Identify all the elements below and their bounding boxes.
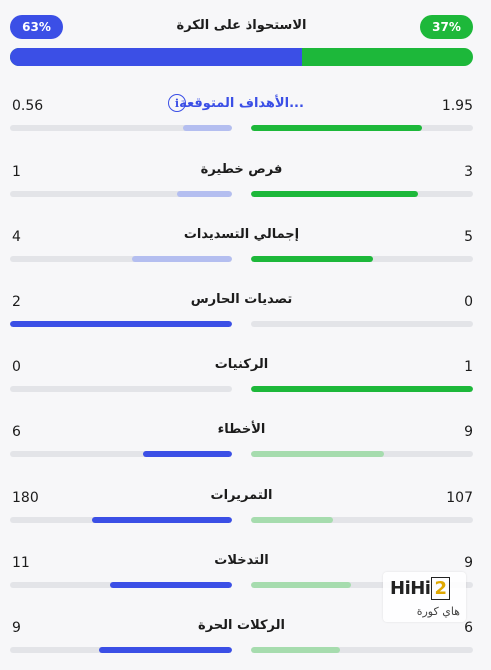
home-bar-fill xyxy=(251,451,385,457)
away-value: 4 xyxy=(12,229,21,245)
away-bar-fill xyxy=(98,647,232,653)
stat-row: 11 التدخلات 9 xyxy=(10,553,473,605)
away-bar-track xyxy=(10,386,232,392)
away-bar-track xyxy=(10,321,232,327)
home-value: 9 xyxy=(464,555,473,571)
watermark-brand: HiHi 2 xyxy=(390,577,450,600)
home-bar-fill xyxy=(251,256,374,262)
away-bar-fill xyxy=(143,451,232,457)
away-value: 11 xyxy=(12,555,30,571)
home-value: 9 xyxy=(464,424,473,440)
home-bar-fill xyxy=(251,517,334,523)
stat-label: فرص خطيرة xyxy=(200,162,283,177)
stat-row: 180 التمريرات 107 xyxy=(10,488,473,540)
away-bar-fill xyxy=(176,191,232,197)
home-bar-track xyxy=(251,647,473,653)
stat-row: 0 الركنيات 1 xyxy=(10,357,473,409)
away-bar-track xyxy=(10,582,232,588)
home-bar-track xyxy=(251,582,473,588)
stat-row: 0.56 الأهداف المتوقعة... 1.95 i xyxy=(10,94,473,148)
home-value: 1.95 xyxy=(441,98,473,114)
home-bar-track xyxy=(251,256,473,262)
info-icon[interactable]: i xyxy=(168,94,186,112)
home-bar-fill xyxy=(251,191,418,197)
away-bar-track xyxy=(10,517,232,523)
away-possession-fill xyxy=(10,48,302,66)
away-value: 0 xyxy=(12,359,21,375)
away-bar-track xyxy=(10,451,232,457)
stat-label: الركلات الحرة xyxy=(198,618,285,633)
home-value: 107 xyxy=(446,490,473,506)
away-value: 180 xyxy=(12,490,39,506)
home-bar-track xyxy=(251,451,473,457)
stat-label: الأخطاء xyxy=(217,422,266,437)
away-value: 0.56 xyxy=(12,98,44,114)
home-bar-track xyxy=(251,125,473,131)
home-bar-fill xyxy=(251,582,351,588)
away-possession-badge: 63% xyxy=(10,15,63,39)
stat-label: التمريرات xyxy=(210,488,273,503)
home-value: 1 xyxy=(464,359,473,375)
stat-label: التدخلات xyxy=(214,553,269,568)
home-value: 3 xyxy=(464,164,473,180)
stat-label: الركنيات xyxy=(214,357,269,372)
away-bar-fill xyxy=(183,125,232,131)
possession-bar xyxy=(10,48,473,66)
away-value: 9 xyxy=(12,620,21,636)
stat-row: 4 إجمالي التسديدات 5 xyxy=(10,227,473,279)
home-bar-fill xyxy=(251,386,473,392)
home-value: 5 xyxy=(464,229,473,245)
home-bar-fill xyxy=(251,647,340,653)
away-bar-track xyxy=(10,647,232,653)
home-bar-track xyxy=(251,191,473,197)
away-bar-track xyxy=(10,125,232,131)
away-bar-fill xyxy=(92,517,232,523)
possession-title: الاستحواذ على الكرة xyxy=(176,18,307,33)
stat-row: 6 الأخطاء 9 xyxy=(10,422,473,474)
away-bar-track xyxy=(10,256,232,262)
home-value: 6 xyxy=(464,620,473,636)
away-bar-fill xyxy=(10,321,232,327)
home-bar-track xyxy=(251,386,473,392)
stat-label[interactable]: الأهداف المتوقعة... xyxy=(179,96,304,111)
stat-row: 1 فرص خطيرة 3 xyxy=(10,162,473,214)
home-bar-fill xyxy=(251,125,422,131)
away-value: 2 xyxy=(12,294,21,310)
possession-section: 63% الاستحواذ على الكرة 37% xyxy=(10,0,473,70)
watermark-logo: HiHi 2 هاي كورة xyxy=(383,572,466,622)
stat-row: 9 الركلات الحرة 6 xyxy=(10,618,473,670)
stat-row: 2 تصديات الحارس 0 xyxy=(10,292,473,344)
away-value: 6 xyxy=(12,424,21,440)
home-bar-track xyxy=(251,321,473,327)
stat-label: إجمالي التسديدات xyxy=(183,227,300,242)
away-value: 1 xyxy=(12,164,21,180)
away-bar-track xyxy=(10,191,232,197)
watermark-subtitle: هاي كورة xyxy=(416,605,460,618)
away-bar-fill xyxy=(132,256,232,262)
home-possession-badge: 37% xyxy=(420,15,473,39)
stat-label: تصديات الحارس xyxy=(190,292,293,307)
home-value: 0 xyxy=(464,294,473,310)
away-bar-fill xyxy=(109,582,232,588)
home-bar-track xyxy=(251,517,473,523)
